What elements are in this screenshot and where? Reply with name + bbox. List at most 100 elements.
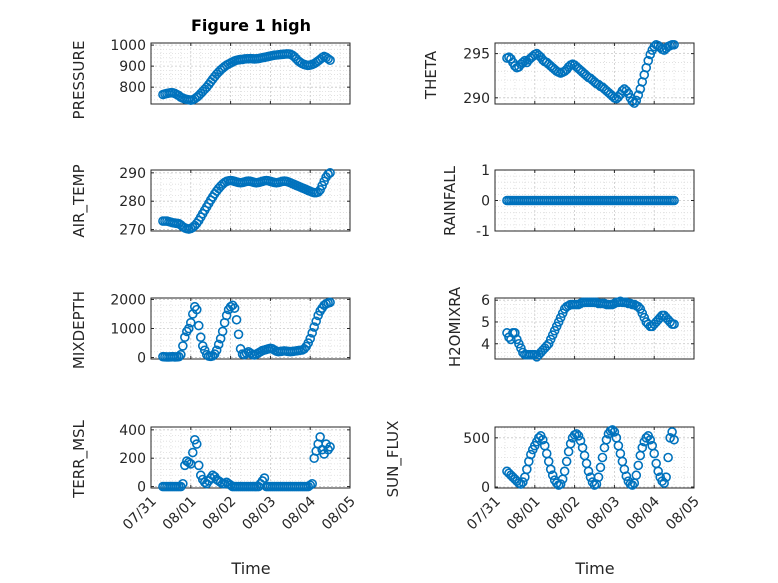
data-point-sun-flux <box>645 434 656 445</box>
data-point-mixdepth <box>174 351 184 362</box>
data-point-h2omixra <box>669 319 679 329</box>
data-point-terr-msl <box>307 478 317 489</box>
data-point-theta <box>623 88 634 99</box>
data-point-sun-flux <box>637 442 648 453</box>
y-tick-label: 0 <box>481 480 490 496</box>
data-point-sun-flux <box>561 456 572 467</box>
y-tick-label: 400 <box>119 423 146 439</box>
y-tick-label: 280 <box>119 194 146 210</box>
axes-box <box>150 42 351 105</box>
y-tick-label: 0 <box>137 351 146 367</box>
panel-pressure: PRESSURE 800 900 1000 <box>70 38 351 120</box>
data-point-terr-msl <box>315 432 325 442</box>
data-point-theta <box>617 85 628 96</box>
xlabel-left: Time <box>230 559 270 578</box>
data-point-terr-msl <box>184 457 194 468</box>
ylabel-theta: THETA <box>422 50 440 100</box>
data-point-mixdepth <box>176 349 186 360</box>
y-tick-label: -1 <box>476 224 490 240</box>
y-tick-label: 900 <box>119 59 146 75</box>
y-tick-label: 1000 <box>110 38 146 54</box>
data-point-sun-flux <box>526 449 536 460</box>
data-point-mixdepth <box>305 333 316 344</box>
data-point-mixdepth <box>231 314 242 325</box>
data-point-terr-msl <box>305 480 316 490</box>
data-point-mixdepth <box>184 323 194 334</box>
y-tick-label: 0 <box>481 194 490 210</box>
data-point-sun-flux <box>518 477 528 487</box>
y-tick-label: 6 <box>481 293 490 309</box>
data-point-sun-flux <box>573 431 584 441</box>
data-point-sun-flux <box>621 471 632 481</box>
ylabel-terr-msl: TERR_MSL <box>70 419 89 498</box>
data-point-sun-flux <box>555 479 566 489</box>
data-point-mixdepth <box>307 328 317 338</box>
ylabel-mixdepth: MIXDEPTH <box>70 291 88 369</box>
data-point-h2omixra <box>529 349 540 360</box>
panel-theta: THETA 290 295 <box>422 39 695 108</box>
data-point-sun-flux <box>659 478 669 488</box>
data-point-sun-flux <box>627 480 638 490</box>
y-tick-label: 200 <box>119 451 146 467</box>
data-point-sun-flux <box>609 427 620 437</box>
data-point-theta <box>643 55 654 66</box>
data-point-sun-flux <box>537 434 548 445</box>
data-point-mixdepth <box>217 326 228 337</box>
data-point-mixdepth <box>311 316 321 327</box>
data-point-sun-flux <box>633 460 644 471</box>
data-point-theta <box>510 61 520 71</box>
data-point-sun-flux <box>649 448 660 459</box>
ylabel-pressure: PRESSURE <box>70 41 88 120</box>
data-point-theta <box>645 49 656 60</box>
data-point-mixdepth <box>213 339 224 350</box>
data-point-theta <box>621 85 632 96</box>
data-point-mixdepth <box>221 310 232 321</box>
data-point-mixdepth <box>233 329 244 340</box>
data-point-mixdepth <box>191 304 202 315</box>
panel-h2omixra: H2OMIXRA 4 5 6 <box>446 286 695 367</box>
data-point-mixdepth <box>186 317 196 328</box>
data-point-sun-flux <box>593 472 604 482</box>
data-point-mixdepth <box>229 303 240 313</box>
data-point-theta <box>633 90 644 100</box>
y-tick-label: 295 <box>463 47 490 63</box>
data-point-terr-msl <box>178 478 188 489</box>
data-point-air-temp <box>323 169 333 180</box>
data-point-terr-msl <box>191 439 202 449</box>
y-tick-label: 2000 <box>110 292 146 308</box>
data-point-theta <box>518 57 528 68</box>
data-point-theta <box>631 95 642 106</box>
data-point-sun-flux <box>547 470 558 481</box>
data-point-pressure <box>325 55 335 66</box>
data-point-pressure <box>323 53 333 64</box>
data-point-h2omixra <box>510 328 520 338</box>
y-tick-label: 290 <box>119 166 146 182</box>
data-point-theta <box>629 98 640 108</box>
y-tick-label: 1000 <box>110 322 146 338</box>
axes-box <box>150 169 351 232</box>
data-point-theta <box>669 39 679 50</box>
data-point-sun-flux <box>583 466 594 477</box>
data-point-air-temp <box>325 168 335 178</box>
axes-air-temp: 270 280 290 <box>119 166 351 239</box>
data-point-sun-flux <box>516 479 526 489</box>
data-point-sun-flux <box>669 434 679 445</box>
ylabel-air-temp: AIR_TEMP <box>70 164 89 237</box>
y-tick-label: 500 <box>463 431 490 447</box>
axes-rainfall: -1 0 1 <box>476 163 695 240</box>
data-point-sun-flux <box>607 425 618 435</box>
axes-h2omixra: 4 5 6 <box>481 293 695 362</box>
y-tick-label: 0 <box>137 480 146 496</box>
data-point-sun-flux <box>565 438 576 449</box>
data-point-theta <box>520 55 530 66</box>
data-point-terr-msl <box>219 478 230 489</box>
data-point-sun-flux <box>631 470 642 481</box>
data-point-sun-flux <box>663 452 673 463</box>
panel-rainfall: RAINFALL -1 0 1 <box>441 163 695 240</box>
y-tick-label: 4 <box>481 337 490 353</box>
data-point-mixdepth <box>180 332 190 343</box>
data-point-rainfall <box>669 195 679 206</box>
figure-title: Figure 1 high <box>191 16 311 35</box>
